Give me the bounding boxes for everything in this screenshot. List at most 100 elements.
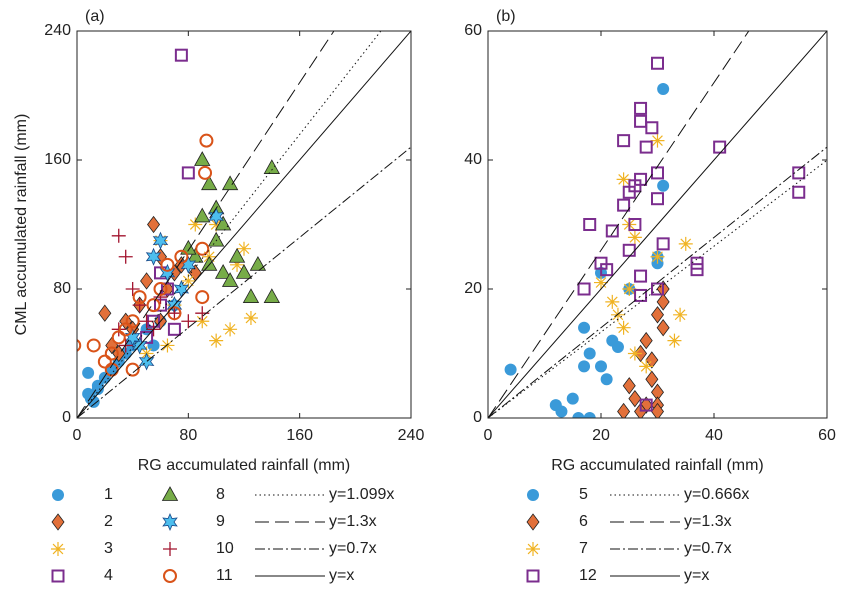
panel-label: (b) (496, 8, 516, 25)
point (583, 218, 597, 231)
point (223, 322, 238, 337)
legend-label: 5 (579, 486, 588, 503)
reference-line (77, 31, 411, 418)
point (86, 338, 101, 353)
legend-label: 3 (104, 540, 113, 557)
plot-content (77, 31, 411, 418)
legend-marker (526, 542, 540, 556)
point (578, 321, 591, 334)
y-tick-label: 60 (464, 22, 482, 39)
point (132, 290, 147, 305)
point (118, 249, 133, 264)
x-tick-label: 160 (286, 427, 313, 444)
point (181, 273, 196, 288)
point (243, 311, 258, 326)
point (657, 179, 670, 192)
point (194, 207, 211, 223)
point (690, 256, 704, 270)
point (111, 330, 126, 345)
x-tick-label: 80 (179, 427, 197, 444)
point (617, 198, 631, 212)
reference-line (77, 31, 335, 418)
legend-marker (163, 542, 177, 556)
point (651, 306, 664, 324)
legend-label: 12 (579, 567, 597, 584)
point (152, 231, 169, 250)
legend-marker (51, 569, 65, 583)
point (605, 224, 619, 238)
point (132, 298, 147, 313)
point (645, 370, 659, 388)
point (639, 140, 653, 154)
point (181, 314, 196, 329)
point (627, 346, 642, 361)
point (656, 319, 670, 337)
point (87, 395, 100, 408)
point (160, 282, 174, 296)
point (214, 264, 232, 279)
point (98, 304, 112, 322)
legend-marker (162, 513, 178, 531)
point (195, 290, 210, 305)
x-tick-label: 240 (398, 427, 425, 444)
point (167, 306, 182, 321)
point (656, 293, 670, 311)
point (167, 322, 181, 336)
point (208, 207, 224, 226)
point (209, 333, 224, 348)
point (651, 402, 664, 418)
legend-marker (51, 513, 65, 531)
point (611, 341, 624, 354)
point (228, 247, 246, 263)
legend-marker (51, 542, 65, 556)
point (199, 133, 214, 148)
y-tick-label: 0 (473, 409, 482, 426)
point (639, 398, 653, 412)
legend-label: 9 (216, 513, 225, 530)
point (617, 402, 631, 418)
point (174, 249, 189, 264)
point (610, 307, 625, 322)
point (555, 405, 568, 418)
legend-label: y=0.666x (684, 486, 749, 503)
legend-label: 4 (104, 567, 113, 584)
point (651, 56, 664, 70)
point (147, 215, 161, 234)
x-tick-label: 0 (484, 427, 493, 444)
point (153, 282, 168, 296)
legend-label: y=x (684, 567, 709, 584)
legend-label: y=x (329, 567, 354, 584)
point (627, 230, 642, 245)
point (616, 320, 631, 335)
legend-marker (161, 486, 179, 501)
x-tick-label: 60 (818, 427, 836, 444)
point (657, 83, 670, 96)
reference-line (488, 146, 827, 418)
legend-label: 6 (579, 513, 588, 530)
y-tick-label: 240 (44, 22, 71, 39)
x-axis-label: RG accumulated rainfall (mm) (138, 457, 351, 474)
x-tick-label: 0 (73, 427, 82, 444)
point (639, 331, 653, 350)
legend-marker (52, 489, 64, 501)
point (651, 192, 664, 206)
point (242, 288, 260, 303)
point (583, 347, 596, 360)
point (138, 352, 155, 371)
point (111, 228, 126, 243)
point (147, 339, 160, 352)
point (616, 172, 631, 187)
point (125, 362, 140, 377)
point (125, 282, 140, 296)
point (651, 282, 664, 296)
point (628, 218, 642, 231)
point (605, 294, 620, 309)
point (201, 255, 218, 271)
plot-content (488, 31, 827, 418)
x-tick-label: 40 (705, 427, 723, 444)
point (628, 179, 642, 193)
legend-label: y=0.7x (329, 540, 377, 557)
plot-frame (76, 30, 412, 419)
legend-label: 2 (104, 513, 113, 530)
